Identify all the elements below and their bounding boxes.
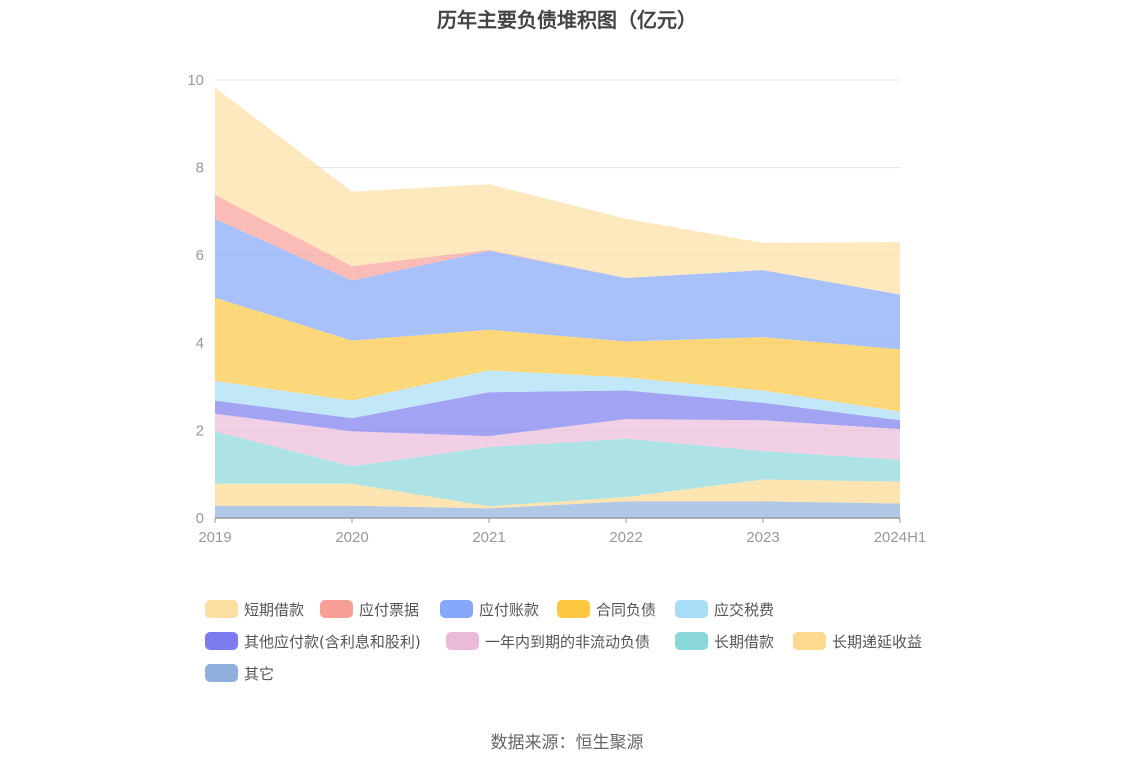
legend-swatch <box>205 664 238 682</box>
legend-label: 应付票据 <box>359 600 420 619</box>
x-tick-label: 2020 <box>335 529 368 546</box>
legend-swatch <box>446 632 479 650</box>
area-应付账款 <box>215 218 900 350</box>
legend-item[interactable]: 应交税费 <box>675 598 774 620</box>
legend-swatch <box>440 600 473 618</box>
y-tick-label: 6 <box>196 247 204 264</box>
legend-item[interactable]: 一年内到期的非流动负债 <box>446 630 650 652</box>
legend-item[interactable]: 短期借款 <box>205 598 304 620</box>
area-一年内到期的非流动负债 <box>215 413 900 467</box>
area-应付票据 <box>215 194 900 295</box>
area-其它 <box>215 501 900 518</box>
legend-swatch <box>557 600 590 618</box>
legend-label: 合同负债 <box>596 600 657 619</box>
area-短期借款 <box>215 87 900 295</box>
legend-swatch <box>205 632 238 650</box>
x-tick-label: 2023 <box>746 529 779 546</box>
legend-label: 其它 <box>244 664 275 683</box>
area-其他应付款(含利息和股利) <box>215 390 900 437</box>
x-tick-label: 2022 <box>609 529 642 546</box>
data-source-note: 数据来源：恒生聚源 <box>490 733 644 753</box>
legend-item[interactable]: 长期借款 <box>675 630 774 652</box>
legend-label: 长期递延收益 <box>832 632 923 651</box>
legend-label: 其他应付款(含利息和股利) <box>244 632 421 651</box>
y-tick-label: 0 <box>196 510 204 527</box>
legend-label: 短期借款 <box>244 600 305 619</box>
x-tick-label: 2019 <box>198 529 231 546</box>
legend-label: 长期借款 <box>714 632 775 651</box>
legend-swatch <box>320 600 353 618</box>
axes: 0 2 4 6 8 10 2019 2020 2021 2022 2023 2024H1 <box>187 72 926 546</box>
legend-item[interactable]: 其他应付款(含利息和股利) <box>205 630 421 652</box>
legend-swatch <box>205 600 238 618</box>
area-长期递延收益 <box>215 479 900 509</box>
legend-item[interactable]: 应付票据 <box>320 598 419 620</box>
y-tick-label: 4 <box>196 335 204 352</box>
legend-swatch <box>675 632 708 650</box>
legend-label: 一年内到期的非流动负债 <box>485 632 651 651</box>
area-合同负债 <box>215 297 900 412</box>
legend-item[interactable]: 其它 <box>205 662 274 684</box>
legend-item[interactable]: 合同负债 <box>557 598 656 620</box>
legend-label: 应付账款 <box>479 600 540 619</box>
legend-swatch <box>793 632 826 650</box>
legend-item[interactable]: 长期递延收益 <box>793 630 922 652</box>
x-tick-label: 2021 <box>472 529 505 546</box>
x-tick-label: 2024H1 <box>874 529 927 546</box>
y-tick-label: 2 <box>196 422 204 439</box>
area-series <box>215 87 900 518</box>
y-tick-label: 8 <box>196 160 204 177</box>
legend-swatch <box>675 600 708 618</box>
y-tick-label: 10 <box>187 72 204 89</box>
legend-item[interactable]: 应付账款 <box>440 598 539 620</box>
area-长期借款 <box>215 431 900 507</box>
area-应交税费 <box>215 370 900 421</box>
legend-label: 应交税费 <box>714 600 775 619</box>
chart-title: 历年主要负债堆积图（亿元） <box>437 8 697 32</box>
